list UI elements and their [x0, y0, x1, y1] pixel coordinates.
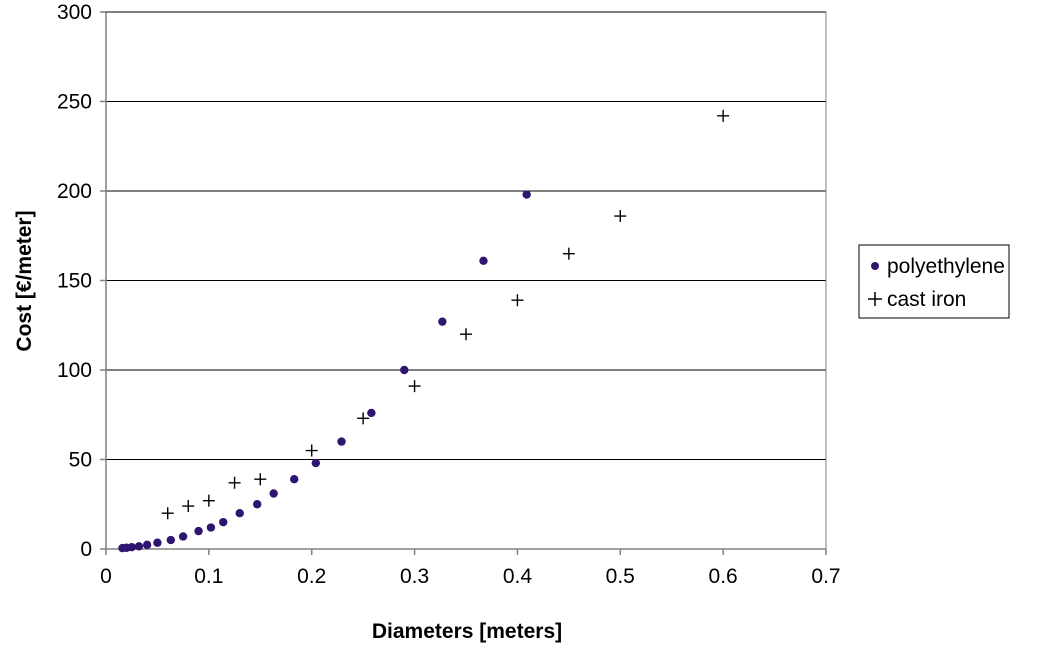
point-cast-iron-10 — [562, 247, 575, 260]
legend-label-polyethylene: polyethylene — [887, 255, 1005, 278]
gridlines — [106, 11, 826, 460]
point-polyethylene-14 — [290, 474, 299, 484]
point-polyethylene-18 — [400, 365, 409, 375]
point-cast-iron-1 — [182, 500, 195, 513]
y-tick-label-0: 0 — [80, 538, 92, 561]
point-polyethylene-19 — [438, 317, 447, 326]
legend-marker-cast-iron — [868, 292, 882, 306]
point-cast-iron-4 — [254, 473, 267, 486]
point-polyethylene-15 — [311, 458, 321, 468]
point-cast-iron-6 — [357, 412, 370, 425]
point-polyethylene-20 — [479, 256, 488, 266]
point-cast-iron-3 — [228, 476, 241, 489]
y-tick-label-3: 150 — [57, 270, 92, 293]
point-polyethylene-8 — [194, 526, 203, 536]
point-cast-iron-0 — [161, 507, 174, 520]
legend-label-cast-iron: cast iron — [887, 288, 966, 311]
x-axis-title: Diameters [meters] — [372, 620, 562, 643]
legend-marker-polyethylene — [871, 262, 879, 270]
point-polyethylene-9 — [206, 523, 216, 532]
point-polyethylene-11 — [235, 509, 244, 518]
y-axis-title: Cost [€/meter] — [13, 210, 36, 351]
point-polyethylene-4 — [142, 540, 152, 550]
x-tick-label-2: 0.2 — [297, 565, 326, 588]
point-cast-iron-5 — [305, 444, 318, 457]
x-tick-label-0: 0 — [100, 565, 112, 588]
point-polyethylene-5 — [153, 538, 162, 547]
point-polyethylene-12 — [253, 500, 262, 509]
y-tick-label-6: 300 — [57, 1, 92, 24]
x-axis-ticks: 0 0.1 0.2 0.3 0.4 0.5 0.6 0.7 — [100, 549, 841, 588]
point-polyethylene-2 — [127, 543, 136, 552]
point-cast-iron-8 — [460, 328, 472, 341]
point-polyethylene-17 — [367, 408, 376, 418]
point-polyethylene-7 — [178, 532, 188, 541]
point-cast-iron-12 — [717, 109, 730, 122]
y-tick-label-1: 50 — [69, 449, 92, 472]
y-tick-label-2: 100 — [57, 359, 92, 382]
x-tick-label-7: 0.7 — [811, 565, 840, 588]
y-axis-ticks: 0 50 100 150 200 250 300 — [57, 1, 106, 561]
point-cast-iron-7 — [408, 380, 421, 393]
point-polyethylene-21 — [522, 190, 531, 199]
x-tick-label-5: 0.5 — [606, 565, 635, 588]
point-polyethylene-13 — [269, 489, 278, 498]
point-polyethylene-10 — [219, 517, 228, 527]
point-cast-iron-9 — [511, 294, 524, 307]
x-tick-label-4: 0.4 — [503, 565, 533, 588]
y-tick-label-5: 250 — [57, 91, 92, 114]
legend: polyethylene cast iron — [858, 244, 1010, 319]
point-polyethylene-3 — [134, 542, 144, 551]
x-tick-label-1: 0.1 — [194, 565, 223, 588]
point-polyethylene-6 — [166, 535, 175, 545]
point-cast-iron-11 — [614, 210, 627, 223]
x-tick-label-6: 0.6 — [709, 565, 738, 588]
y-tick-label-4: 200 — [57, 180, 92, 203]
x-tick-label-3: 0.3 — [400, 565, 429, 588]
data-points — [118, 109, 730, 553]
legend-box — [858, 244, 1010, 319]
point-polyethylene-16 — [337, 437, 346, 446]
point-cast-iron-2 — [202, 494, 215, 507]
